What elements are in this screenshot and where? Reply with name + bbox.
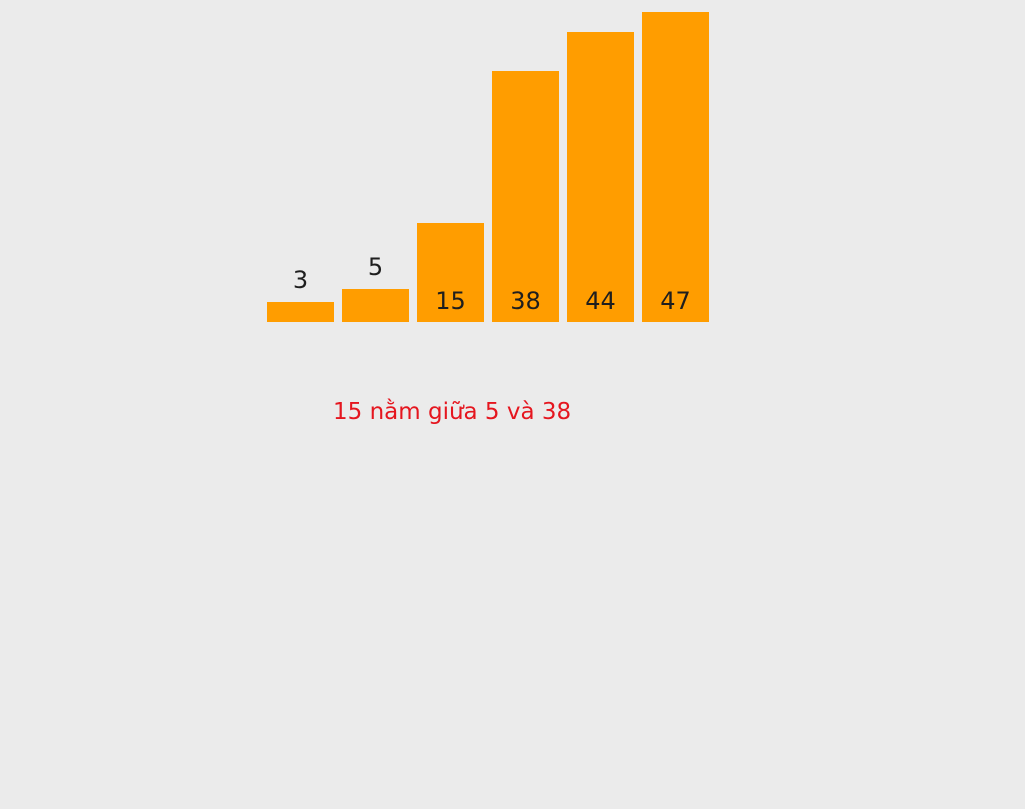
bar-44	[567, 32, 634, 322]
bar-value-label: 47	[660, 287, 691, 315]
bar-value-label: 44	[585, 287, 616, 315]
bar-value-label: 15	[435, 287, 466, 315]
bar-value-label: 38	[510, 287, 541, 315]
bar-5	[342, 289, 409, 322]
caption-text: 15 nằm giữa 5 và 38	[333, 399, 572, 425]
bar-15	[417, 223, 484, 322]
bar-value-label: 3	[292, 266, 309, 294]
bar-3	[267, 302, 334, 322]
bar-value-label: 5	[367, 253, 384, 281]
bar-47	[642, 12, 709, 322]
bar-38	[492, 71, 559, 322]
